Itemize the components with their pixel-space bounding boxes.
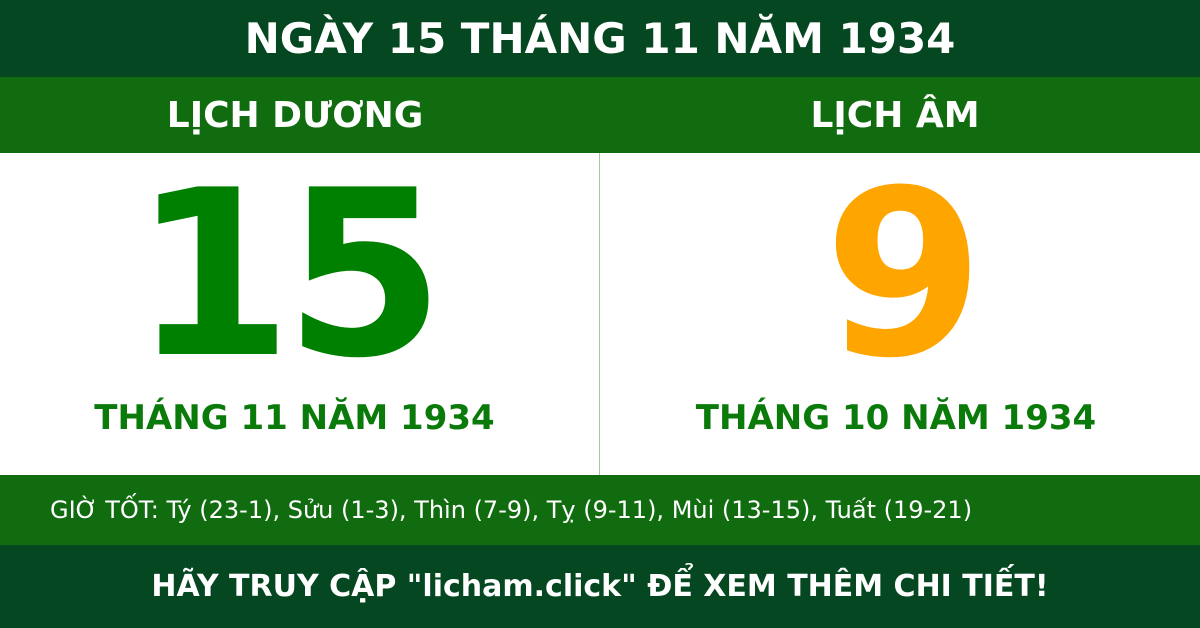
page-title: NGÀY 15 THÁNG 11 NĂM 1934: [0, 0, 1200, 77]
solar-day: 15: [132, 142, 444, 409]
solar-heading: LỊCH DƯƠNG: [166, 94, 424, 136]
lunar-day: 9: [823, 142, 984, 409]
calendar-headings: LỊCH DƯƠNG LỊCH ÂM: [0, 77, 1200, 153]
solar-month-year: THÁNG 11 NĂM 1934: [94, 398, 495, 438]
solar-panel: 15 THÁNG 11 NĂM 1934: [0, 153, 600, 475]
lunar-panel: 9 THÁNG 10 NĂM 1934: [600, 153, 1200, 475]
footer-cta: HÃY TRUY CẬP "licham.click" ĐỂ XEM THÊM …: [0, 545, 1200, 628]
good-hours: GIỜ TỐT: Tý (23-1), Sửu (1-3), Thìn (7-9…: [0, 475, 1200, 545]
lunar-heading: LỊCH ÂM: [810, 94, 980, 136]
lunar-month-year: THÁNG 10 NĂM 1934: [695, 398, 1097, 438]
